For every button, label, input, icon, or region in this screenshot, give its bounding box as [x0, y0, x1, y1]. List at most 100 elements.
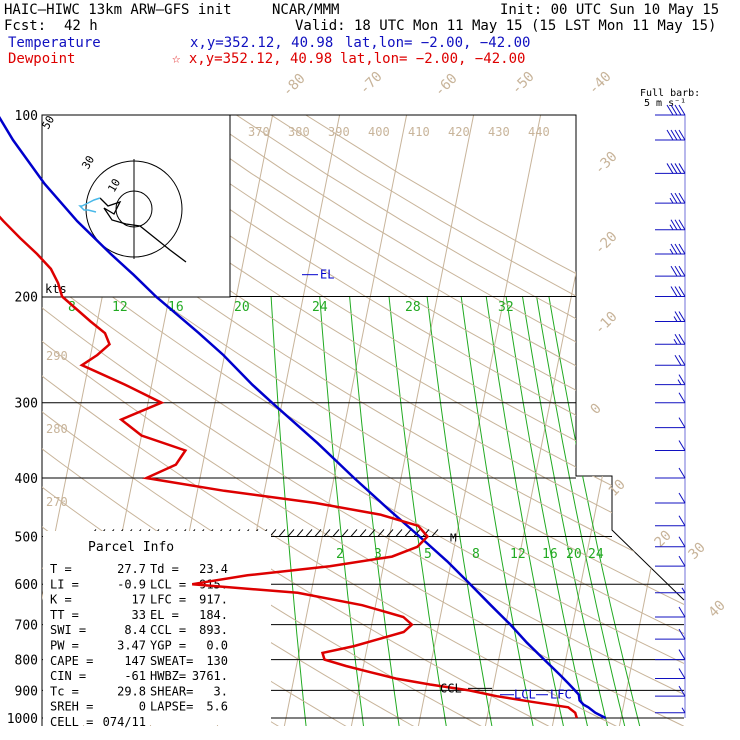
isotherm-label: -80 — [280, 71, 309, 100]
parcel-field-label: T = — [50, 562, 72, 576]
isotherm-label: -20 — [592, 229, 621, 258]
isotherm-line — [349, 115, 475, 726]
barb-legend-title: Full barb: — [640, 88, 700, 99]
el-label: EL — [320, 268, 334, 282]
hodograph-ring-label: 30 — [79, 154, 97, 172]
parcel-field-value: 130 — [206, 654, 228, 668]
wind-barb-flag — [678, 555, 686, 567]
dewpoint-legend: Dewpoint — [8, 51, 76, 67]
theta-label: 380 — [288, 125, 310, 139]
pressure-label-100: 100 — [15, 109, 38, 124]
isotherm-line — [483, 115, 609, 726]
mixing-ratio-label: 16 — [542, 547, 558, 562]
hodograph-box — [41, 114, 231, 298]
mixing-ratio-label: 32 — [498, 300, 514, 315]
wind-barb-flag — [674, 129, 682, 141]
pressure-label-200: 200 — [15, 291, 38, 306]
dry-adiabat-line — [236, 115, 684, 726]
pressure-label-500: 500 — [15, 530, 38, 545]
hatch-mark — [359, 529, 367, 537]
parcel-field-value: 3. — [214, 684, 228, 698]
parcel-field-value: 074/11 — [103, 715, 146, 729]
mixing-ratio-label: 12 — [510, 547, 526, 562]
theta-label: 420 — [448, 125, 470, 139]
hatch-mark — [386, 529, 394, 537]
wind-barb-flag — [674, 192, 682, 204]
wind-barb-flag — [678, 606, 686, 618]
parcel-field-value: 27.7 — [117, 562, 146, 576]
barb-legend-unit: 5 m s⁻¹ — [644, 98, 686, 109]
mixing-ratio-line — [349, 296, 401, 726]
temperature-legend: Temperature — [8, 35, 101, 51]
isotherm-label: 30 — [686, 540, 709, 563]
pressure-label-400: 400 — [15, 472, 38, 487]
pressure-label-700: 700 — [15, 619, 38, 634]
wind-barb-flag — [678, 392, 686, 403]
dry-adiabat-line — [42, 115, 684, 726]
wind-barb-flag — [674, 286, 682, 297]
wind-barb-flag — [678, 515, 686, 527]
wind-barb-flag — [678, 219, 686, 231]
mixing-ratio-line — [319, 296, 365, 726]
theta-label: 390 — [328, 125, 350, 139]
isotherm-label: -60 — [432, 71, 461, 100]
fcst-value: 42 h — [64, 18, 98, 34]
parcel-field-label: LFC = — [150, 593, 186, 607]
mixing-ratio-label: 8 — [472, 547, 480, 562]
hatch-mark — [323, 529, 331, 537]
wind-barb-flag — [670, 163, 678, 174]
isotherm-line — [0, 115, 5, 731]
isotherm-label: -40 — [586, 69, 615, 98]
parcel-field-value: 0 — [139, 700, 146, 714]
parcel-field-label: CELL = — [50, 715, 93, 729]
hatch-mark — [368, 529, 376, 537]
wind-barb-flag — [674, 265, 682, 277]
hatch-mark — [314, 529, 322, 537]
dewpoint-latlon: lat,lon= −2.00, −42.00 — [340, 51, 526, 67]
wind-barb-flag — [678, 286, 686, 297]
wind-barb-flag — [670, 265, 678, 277]
dewpoint-location: ☆ x,y=352.12, 40.98 — [172, 51, 333, 67]
dry-adiabat-line — [42, 115, 684, 726]
mixing-ratio-label: 8 — [68, 300, 76, 315]
mixing-ratio-label: 28 — [405, 300, 421, 315]
wind-barb-flag — [678, 265, 686, 277]
wind-barb-flag — [678, 628, 686, 640]
parcel-field-value: 3761. — [192, 669, 228, 683]
wind-barb-flag — [678, 354, 686, 366]
parcel-field-value: 0.0 — [206, 639, 228, 653]
wind-barb-flag — [678, 129, 686, 141]
parcel-info-box — [43, 531, 271, 725]
wind-barb-half — [677, 379, 682, 385]
pressure-label-800: 800 — [15, 654, 38, 669]
hatch-mark — [332, 529, 340, 537]
wind-barb-half — [681, 707, 686, 713]
theta-label: 290 — [46, 349, 68, 363]
parcel-info-title: Parcel Info — [88, 540, 174, 555]
isotherm-label: -50 — [509, 69, 538, 98]
init-time: Init: 00 UTC Sun 10 May 15 — [500, 2, 720, 18]
wind-barb-flag — [666, 163, 674, 174]
hodograph-trace-low — [78, 197, 101, 213]
isotherm-line — [617, 115, 684, 726]
isotherm-label: 40 — [706, 598, 729, 621]
pressure-label-600: 600 — [15, 578, 38, 593]
mixing-ratio-line — [388, 296, 448, 726]
mixing-ratio-line — [460, 296, 535, 726]
temperature-profile — [0, 116, 607, 720]
mixing-ratio-line — [270, 296, 308, 726]
parcel-field-value: 147 — [124, 654, 146, 668]
mixing-ratio-line — [505, 296, 590, 726]
dry-adiabat-line — [62, 115, 684, 726]
m-label: M — [450, 531, 457, 544]
isotherm-line — [282, 115, 408, 726]
wind-barb-flag — [670, 286, 678, 297]
isotherm-label: -70 — [357, 69, 386, 98]
parcel-field-value: -61 — [124, 669, 146, 683]
parcel-field-label: CIN = — [50, 669, 86, 683]
theta-label: 270 — [46, 495, 68, 509]
hatch-mark — [278, 529, 286, 537]
parcel-field-value: -0.9 — [117, 577, 146, 591]
org-label: NCAR/MMM — [272, 2, 340, 18]
